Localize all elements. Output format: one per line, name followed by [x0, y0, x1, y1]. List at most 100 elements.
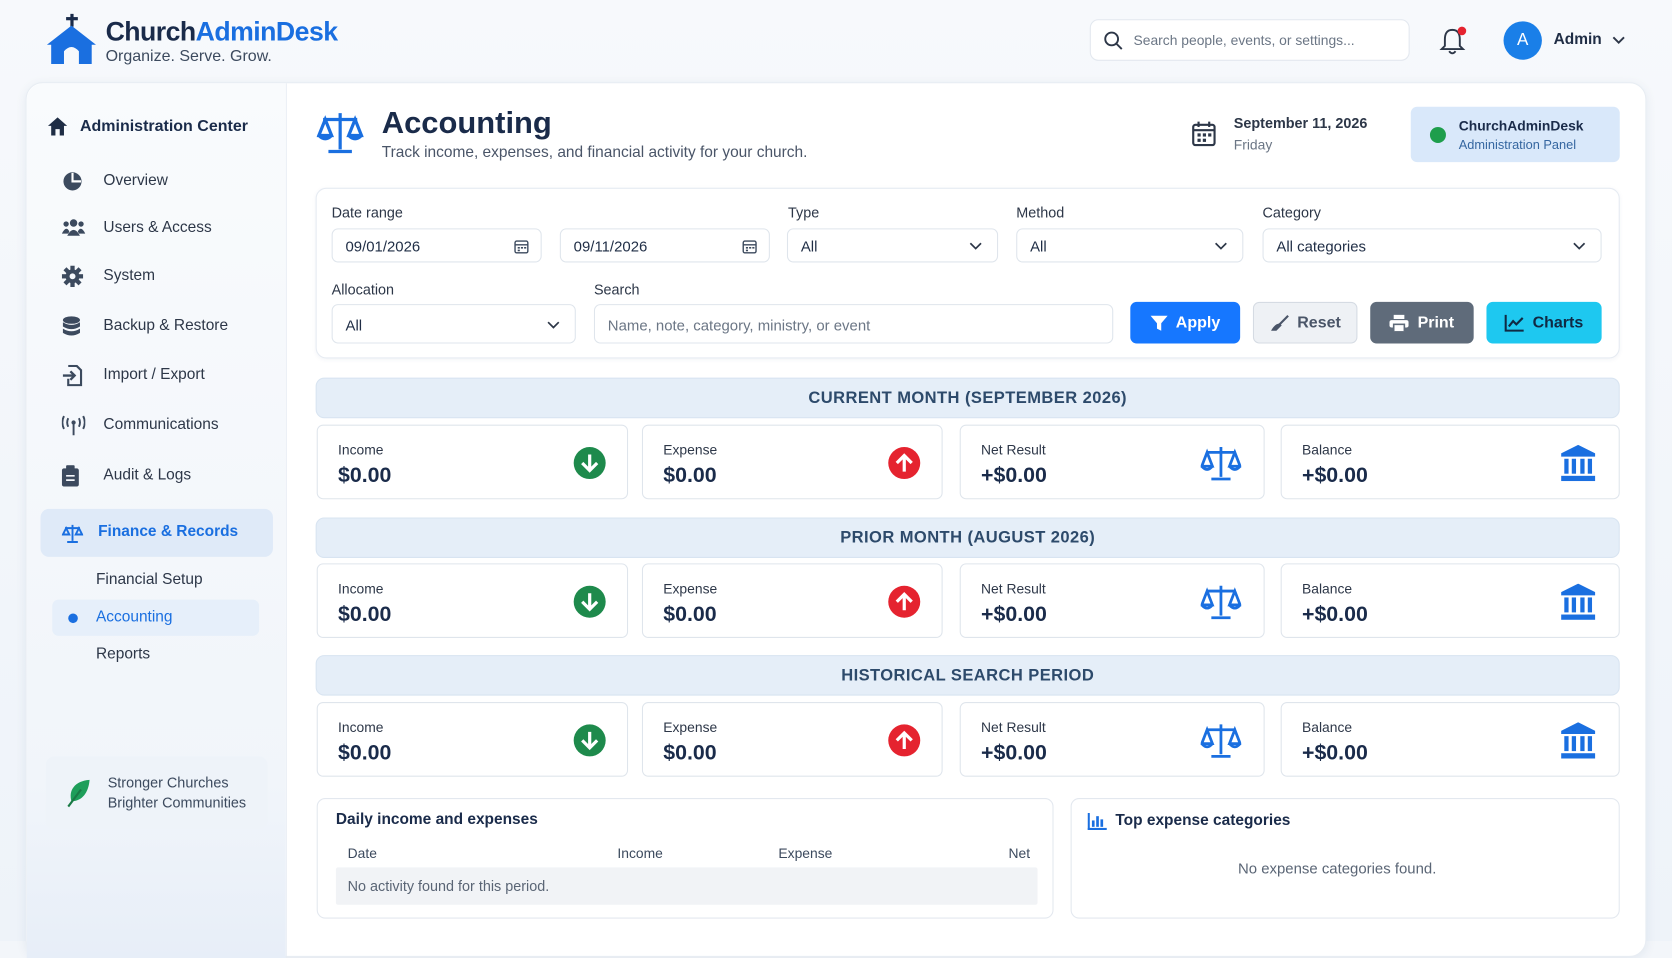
- select[interactable]: All categories: [1262, 228, 1602, 263]
- user-name[interactable]: Admin: [1553, 31, 1602, 49]
- button-icon: [1150, 314, 1168, 331]
- daily-title: Daily income and expenses: [335, 811, 538, 829]
- nav-item[interactable]: Import / Export: [41, 354, 273, 397]
- nav-item[interactable]: Overview: [41, 160, 273, 203]
- card-icon: [573, 447, 606, 480]
- summary-card: Balance +$0.00: [1280, 702, 1620, 777]
- card-label: Balance: [1301, 441, 1353, 458]
- nav-icon: [63, 172, 82, 191]
- current-weekday: Friday: [1233, 136, 1273, 153]
- card-value: $0.00: [338, 464, 392, 488]
- global-search[interactable]: Search people, events, or settings...: [1089, 19, 1410, 61]
- active-nav-item[interactable]: Finance & Records: [40, 508, 273, 557]
- subnav-item[interactable]: Reports: [52, 637, 259, 673]
- column-header: Date: [347, 845, 377, 862]
- panel-badge: ChurchAdminDesk Administration Panel: [1410, 106, 1620, 163]
- input-value: 09/11/2026: [573, 237, 648, 255]
- reset-button[interactable]: Reset: [1252, 301, 1358, 344]
- card-label: Balance: [1301, 719, 1353, 736]
- section-header: HISTORICAL SEARCH PERIOD: [315, 655, 1620, 696]
- summary-card: Income $0.00: [316, 424, 629, 500]
- footer-line: Brighter Communities: [107, 794, 247, 811]
- summary-card: Balance +$0.00: [1280, 424, 1620, 500]
- nav-item[interactable]: System: [41, 255, 273, 298]
- card-value: +$0.00: [981, 602, 1047, 627]
- nav-icon: [62, 316, 80, 336]
- filter-label: Allocation: [331, 281, 395, 298]
- nav-label: Import / Export: [103, 366, 205, 384]
- nav-label: Overview: [103, 172, 168, 190]
- column-header: Net: [1008, 845, 1031, 862]
- card-value: +$0.00: [1301, 464, 1368, 488]
- input-value: All: [800, 237, 818, 255]
- card-value: $0.00: [663, 602, 717, 627]
- summary-card: Income $0.00: [316, 702, 629, 777]
- section-header: CURRENT MONTH (SEPTEMBER 2026): [315, 377, 1620, 419]
- current-date: September 11, 2026: [1233, 115, 1368, 132]
- card-icon: [888, 724, 921, 757]
- search-icon: [1104, 31, 1123, 50]
- user-menu-chevron[interactable]: [1612, 35, 1625, 46]
- card-label: Income: [338, 580, 384, 597]
- select[interactable]: All: [786, 228, 999, 263]
- subnav-item[interactable]: Financial Setup: [52, 562, 259, 598]
- empty-row: No activity found for this period.: [335, 867, 1038, 905]
- logo-icon: [46, 13, 96, 65]
- nav-item[interactable]: Users & Access: [41, 207, 273, 250]
- card-value: $0.00: [338, 602, 392, 627]
- active-subnav-item[interactable]: Accounting: [52, 599, 260, 636]
- summary-card: Net Result +$0.00: [959, 702, 1265, 777]
- card-icon: [1561, 583, 1596, 620]
- section-title: PRIOR MONTH (AUGUST 2026): [840, 528, 1096, 547]
- card-label: Balance: [1301, 580, 1353, 597]
- summary-card: Expense $0.00: [641, 424, 943, 500]
- status-dot: [1429, 126, 1446, 143]
- calendar-icon: [742, 240, 757, 254]
- card-value: +$0.00: [981, 741, 1047, 765]
- charts-button[interactable]: Charts: [1486, 301, 1602, 344]
- leaf-icon: [67, 779, 90, 808]
- card-icon: [1200, 724, 1242, 758]
- button-label: Print: [1417, 313, 1455, 332]
- daily-panel: Daily income and expenses Date Income Ex…: [316, 798, 1054, 919]
- input-value: All categories: [1276, 237, 1367, 255]
- input-value: 09/01/2026: [345, 237, 421, 255]
- footer-line: Stronger Churches: [107, 774, 229, 791]
- nav-item[interactable]: Communications: [41, 404, 273, 447]
- sidebar-footer: Stronger Churches Brighter Communities: [45, 756, 268, 829]
- card-icon: [1200, 585, 1242, 620]
- card-value: $0.00: [663, 741, 717, 765]
- print-button[interactable]: Print: [1370, 301, 1474, 344]
- card-value: +$0.00: [1301, 602, 1368, 627]
- date-input[interactable]: 09/11/2026: [559, 228, 770, 263]
- card-label: Net Result: [981, 580, 1046, 597]
- summary-card: Income $0.00: [316, 563, 629, 639]
- avatar[interactable]: A: [1503, 21, 1542, 60]
- column-header: Expense: [778, 845, 833, 862]
- notifications[interactable]: [1439, 26, 1468, 56]
- apply-button[interactable]: Apply: [1130, 301, 1241, 344]
- brand: ChurchAdminDesk: [106, 16, 339, 48]
- filter-label: Method: [1016, 204, 1065, 221]
- page-title: Accounting: [381, 106, 552, 141]
- select[interactable]: All: [331, 304, 576, 344]
- card-icon: [888, 585, 921, 618]
- brand-suffix: AdminDesk: [195, 17, 338, 47]
- search-placeholder: Search people, events, or settings...: [1133, 32, 1355, 49]
- input-value: All: [345, 315, 363, 333]
- card-icon: [1561, 444, 1596, 482]
- summary-card: Net Result +$0.00: [959, 563, 1265, 639]
- search-input[interactable]: Name, note, category, ministry, or event: [593, 304, 1114, 344]
- subnav-label: Financial Setup: [95, 571, 203, 589]
- card-label: Expense: [663, 441, 718, 458]
- panel-subtitle: Administration Panel: [1458, 137, 1577, 153]
- calendar-icon: [1192, 121, 1216, 147]
- card-label: Net Result: [981, 441, 1046, 458]
- date-input[interactable]: 09/01/2026: [331, 228, 542, 263]
- nav-item[interactable]: Audit & Logs: [41, 454, 273, 497]
- active-dot: [68, 613, 78, 624]
- card-value: $0.00: [338, 741, 392, 765]
- select[interactable]: All: [1016, 228, 1244, 263]
- nav-item[interactable]: Backup & Restore: [41, 305, 273, 348]
